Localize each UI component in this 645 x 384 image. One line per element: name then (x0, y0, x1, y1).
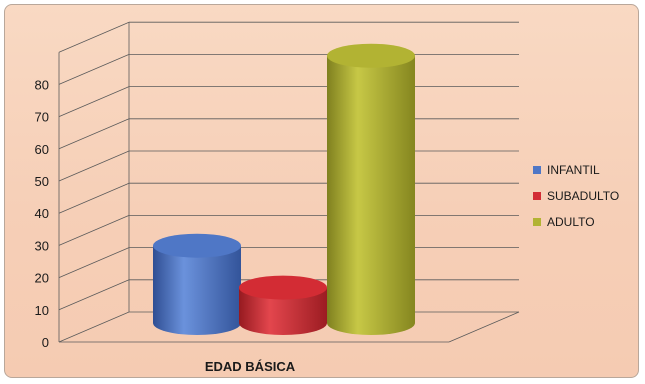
grid-diagonal (58, 279, 130, 311)
x-category-label: EDAD BÁSICA (205, 359, 296, 374)
grid-diagonal (58, 215, 130, 246)
y-tick-label: 80 (35, 77, 49, 92)
legend-swatch (533, 218, 541, 226)
grid-diagonal (58, 54, 130, 85)
bar-subadulto (239, 275, 327, 335)
y-tick-label: 40 (35, 206, 49, 221)
grid-diagonal (58, 150, 130, 182)
grid-diagonal (58, 182, 130, 214)
legend-swatch (533, 166, 541, 174)
chart-frame: 0 10 20 30 40 50 60 70 80 EDAD BÁSICA INFANTIL SU… (4, 4, 639, 378)
legend-label: ADULTO (547, 215, 595, 229)
y-tick-label: 50 (35, 174, 49, 189)
bar-adulto (327, 43, 415, 336)
bar-body (327, 55, 415, 336)
y-tick-label: 10 (35, 303, 49, 318)
bar-infantil (153, 233, 241, 335)
chart-bars (153, 43, 415, 336)
bar-body (239, 287, 327, 335)
y-tick-label: 20 (35, 271, 49, 286)
bar-top (327, 43, 415, 68)
chart-x-labels: EDAD BÁSICA (205, 359, 296, 374)
floor-right-edge (448, 311, 520, 343)
grid-diagonal (58, 21, 130, 53)
chart: 0 10 20 30 40 50 60 70 80 EDAD BÁSICA INFANTIL SU… (35, 21, 619, 374)
grid-diagonal (58, 118, 130, 150)
y-tick-label: 70 (35, 110, 49, 125)
bar-top (239, 275, 327, 300)
legend-swatch (533, 192, 541, 200)
y-tick-label: 30 (35, 238, 49, 253)
bar-body (153, 245, 241, 335)
grid-diagonal (58, 311, 130, 343)
y-tick-label: 60 (35, 142, 49, 157)
legend-label: SUBADULTO (547, 189, 619, 203)
grid-diagonal (58, 247, 130, 278)
y-tick-label: 0 (42, 335, 49, 350)
legend-label: INFANTIL (547, 163, 600, 177)
chart-axis: 0 10 20 30 40 50 60 70 80 (35, 22, 130, 350)
bar-top (153, 233, 241, 258)
grid-diagonal (58, 86, 130, 117)
chart-legend: INFANTIL SUBADULTO ADULTO (533, 163, 619, 229)
